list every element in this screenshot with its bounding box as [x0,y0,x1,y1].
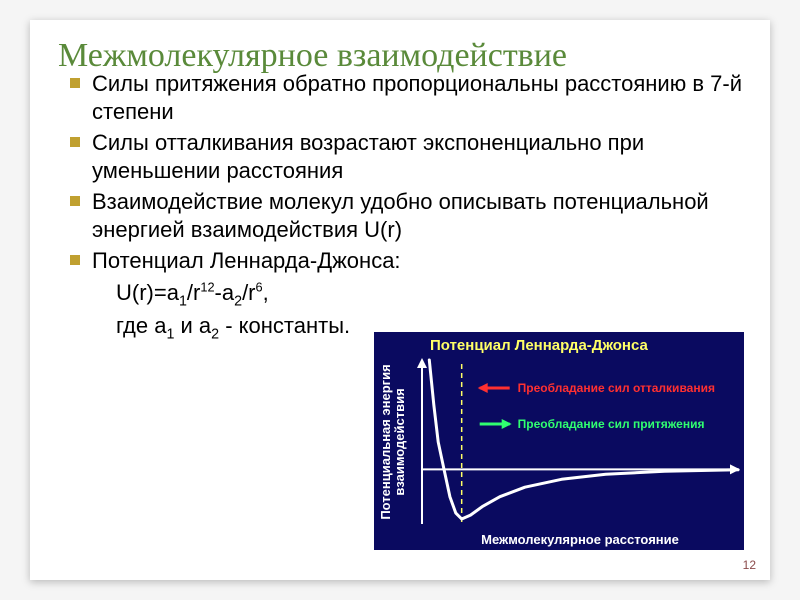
content-area: Силы притяжения обратно пропорциональны … [70,70,742,346]
svg-text:Межмолекулярное расстояние: Межмолекулярное расстояние [481,532,679,547]
chart-svg: Потенциал Леннарда-Джонса Преобладание си… [374,332,744,550]
bullet-item: Силы отталкивания возрастают экспоненциа… [70,129,742,184]
slide-title: Межмолекулярное взаимодействие [58,38,742,74]
bullet-item: Взаимодействие молекул удобно описывать … [70,188,742,243]
svg-text:Преобладание сил отталкивания: Преобладание сил отталкивания [518,381,715,395]
svg-text:Потенциальная энергия: Потенциальная энергия [378,364,393,519]
formula-line: U(r)=a1/r12-a2/r6, [70,279,742,311]
slide: Межмолекулярное взаимодействие Силы прит… [30,20,770,580]
svg-text:Потенциал Леннарда-Джонса: Потенциал Леннарда-Джонса [430,337,648,354]
svg-text:Преобладание сил притяжения: Преобладание сил притяжения [518,417,705,431]
bullet-list: Силы притяжения обратно пропорциональны … [70,70,742,275]
bullet-item: Потенциал Леннарда-Джонса: [70,247,742,275]
lennard-jones-chart: Потенциал Леннарда-Джонса Преобладание си… [374,332,744,550]
bullet-item: Силы притяжения обратно пропорциональны … [70,70,742,125]
svg-text:взаимодействия: взаимодействия [392,388,407,495]
page-number: 12 [743,558,756,572]
